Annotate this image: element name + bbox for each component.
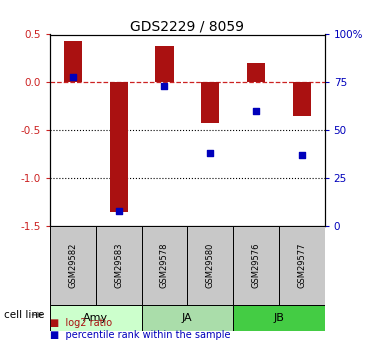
Bar xyxy=(247,63,265,82)
Point xyxy=(70,74,76,79)
Bar xyxy=(96,226,142,305)
Text: Amy: Amy xyxy=(83,313,108,323)
Text: GSM29583: GSM29583 xyxy=(114,243,123,288)
Bar xyxy=(279,226,325,305)
Text: ■  log2 ratio: ■ log2 ratio xyxy=(50,318,112,327)
Point xyxy=(299,152,305,158)
Point xyxy=(253,108,259,114)
Bar xyxy=(233,305,325,331)
Bar xyxy=(201,82,219,122)
Title: GDS2229 / 8059: GDS2229 / 8059 xyxy=(130,19,244,33)
Text: ■  percentile rank within the sample: ■ percentile rank within the sample xyxy=(50,331,231,340)
Text: cell line: cell line xyxy=(4,310,44,320)
Bar xyxy=(293,82,311,116)
Bar xyxy=(64,41,82,82)
Bar xyxy=(233,226,279,305)
Text: GSM29577: GSM29577 xyxy=(297,243,306,288)
Bar xyxy=(50,226,96,305)
Text: JB: JB xyxy=(273,313,284,323)
Bar xyxy=(50,305,142,331)
Bar xyxy=(187,226,233,305)
Text: GSM29580: GSM29580 xyxy=(206,243,215,288)
Text: GSM29576: GSM29576 xyxy=(252,243,260,288)
Point xyxy=(161,83,167,89)
Bar xyxy=(142,305,233,331)
Text: GSM29582: GSM29582 xyxy=(69,243,78,288)
Point xyxy=(116,208,122,214)
Bar xyxy=(155,46,174,82)
Bar xyxy=(142,226,187,305)
Bar xyxy=(109,82,128,211)
Point xyxy=(207,150,213,156)
Text: JA: JA xyxy=(182,313,193,323)
Text: GSM29578: GSM29578 xyxy=(160,243,169,288)
